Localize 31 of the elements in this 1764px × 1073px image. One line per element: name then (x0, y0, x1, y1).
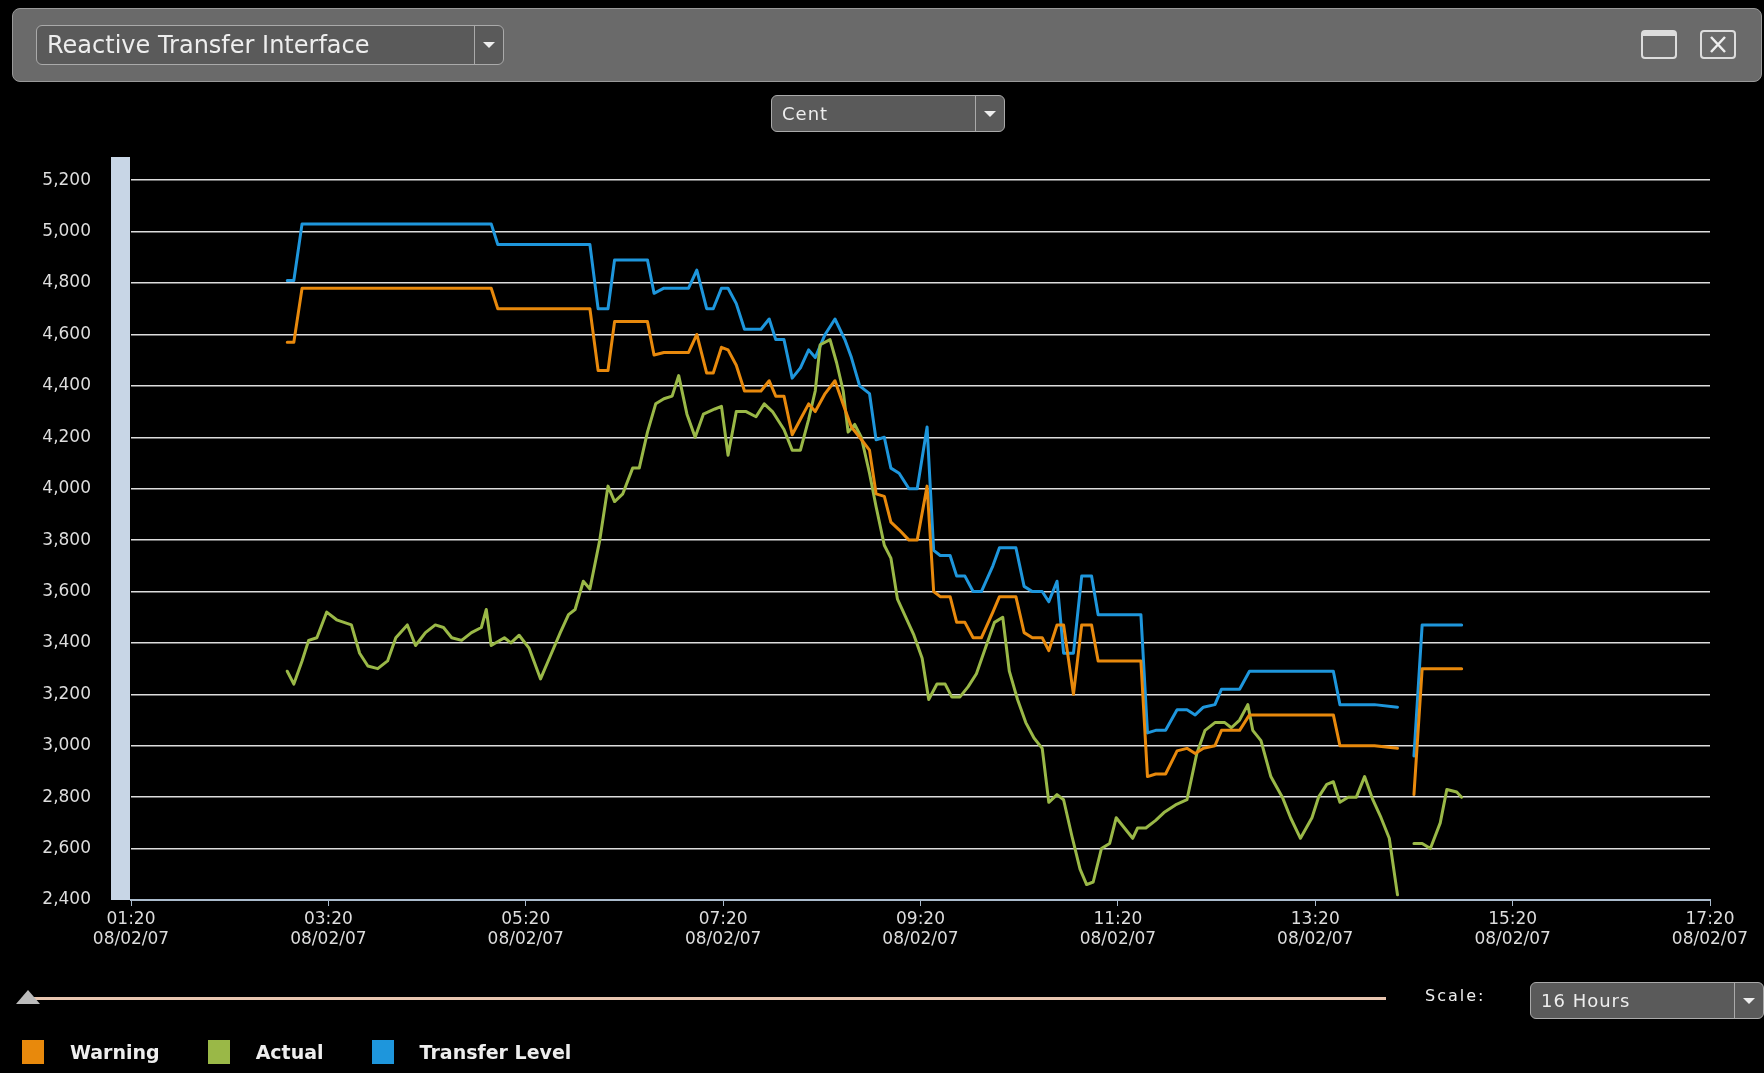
y-tick-label: 4,400 (42, 374, 91, 395)
y-tick-label: 3,600 (42, 579, 91, 600)
legend-label: Warning (70, 1041, 160, 1063)
y-tick-label: 3,200 (42, 682, 91, 703)
x-tick-label: 11:20 08/02/07 (1079, 907, 1157, 949)
text: Scale: (1425, 986, 1486, 1005)
x-tick-label: 03:20 08/02/07 (290, 907, 367, 949)
y-tick-label: 4,600 (42, 322, 91, 343)
x-tick-label: 17:20 08/02/07 (1671, 907, 1749, 949)
text: 16 Hours (1540, 990, 1632, 1011)
y-tick-label: 3,400 (42, 631, 91, 652)
y-tick-label: 3,800 (42, 528, 91, 549)
y-tick-label: 5,000 (42, 220, 91, 241)
chart-title: Reactive Transfer Interface (46, 31, 371, 59)
legend-label: Transfer Level (419, 1041, 572, 1063)
y-tick-label: 2,600 (42, 837, 91, 858)
legend-label: Actual (255, 1041, 324, 1063)
y-tick-label: 4,000 (42, 477, 91, 498)
y-tick-label: 2,800 (42, 785, 91, 806)
x-tick-label: 15:20 08/02/07 (1474, 907, 1551, 949)
x-tick-label: 01:20 08/02/07 (92, 907, 170, 949)
text: Cent (781, 103, 830, 124)
x-tick-label: 13:20 08/02/07 (1277, 907, 1354, 949)
y-tick-label: 2,400 (42, 888, 91, 909)
y-tick-label: 5,200 (42, 168, 91, 189)
y-tick-label: 3,000 (42, 734, 91, 755)
x-tick-label: 05:20 08/02/07 (487, 907, 564, 949)
y-tick-label: 4,800 (42, 271, 91, 292)
y-tick-label: 4,200 (42, 425, 91, 446)
x-tick-label: 09:20 08/02/07 (882, 907, 959, 949)
x-tick-label: 07:20 08/02/07 (684, 907, 762, 949)
